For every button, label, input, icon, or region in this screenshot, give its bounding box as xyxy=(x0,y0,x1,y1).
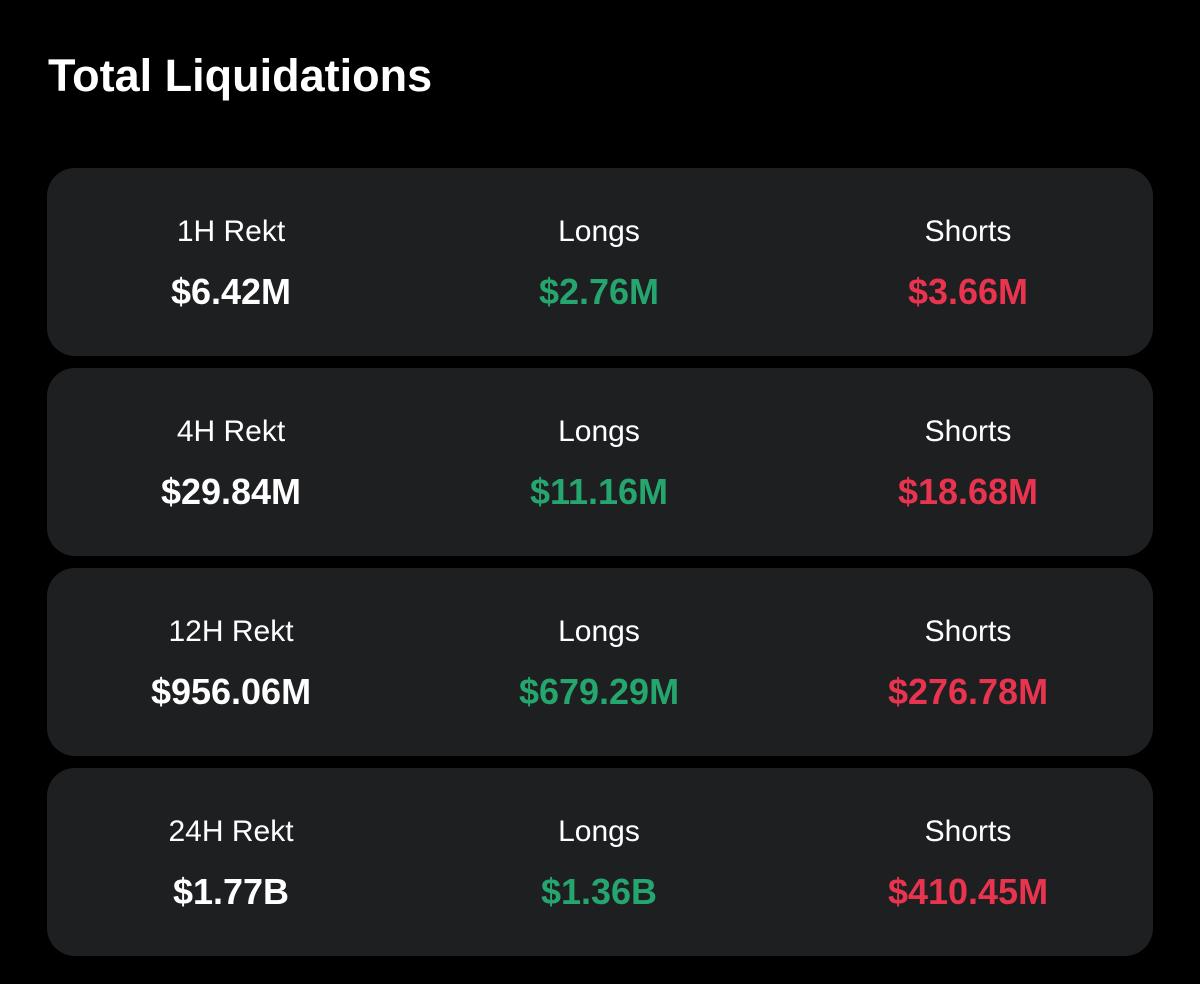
longs-column: Longs $11.16M xyxy=(415,368,783,556)
shorts-column: Shorts $276.78M xyxy=(783,568,1153,756)
longs-value: $2.76M xyxy=(538,271,660,312)
liquidation-cards: 1H Rekt $6.42M Longs $2.76M Shorts $3.66… xyxy=(47,168,1153,968)
shorts-label: Shorts xyxy=(924,415,1012,448)
shorts-column: Shorts $410.45M xyxy=(783,768,1153,956)
shorts-value: $18.68M xyxy=(897,471,1039,512)
longs-label: Longs xyxy=(558,415,640,448)
total-value: $6.42M xyxy=(170,271,292,312)
total-value: $1.77B xyxy=(172,871,290,912)
period-label: 24H Rekt xyxy=(168,815,294,848)
card-12h[interactable]: 12H Rekt $956.06M Longs $679.29M Shorts … xyxy=(47,568,1153,756)
period-label: 12H Rekt xyxy=(168,615,294,648)
card-1h[interactable]: 1H Rekt $6.42M Longs $2.76M Shorts $3.66… xyxy=(47,168,1153,356)
shorts-column: Shorts $3.66M xyxy=(783,168,1153,356)
period-label: 1H Rekt xyxy=(176,215,286,248)
total-column: 12H Rekt $956.06M xyxy=(47,568,415,756)
longs-value: $1.36B xyxy=(540,871,658,912)
longs-label: Longs xyxy=(558,815,640,848)
total-column: 4H Rekt $29.84M xyxy=(47,368,415,556)
shorts-label: Shorts xyxy=(924,615,1012,648)
longs-column: Longs $1.36B xyxy=(415,768,783,956)
page-title: Total Liquidations xyxy=(48,50,433,101)
total-column: 24H Rekt $1.77B xyxy=(47,768,415,956)
longs-column: Longs $679.29M xyxy=(415,568,783,756)
longs-value: $11.16M xyxy=(529,471,669,512)
shorts-column: Shorts $18.68M xyxy=(783,368,1153,556)
total-value: $29.84M xyxy=(160,471,302,512)
shorts-value: $410.45M xyxy=(887,871,1049,912)
longs-label: Longs xyxy=(558,215,640,248)
total-value: $956.06M xyxy=(150,671,312,712)
longs-label: Longs xyxy=(558,615,640,648)
total-column: 1H Rekt $6.42M xyxy=(47,168,415,356)
longs-column: Longs $2.76M xyxy=(415,168,783,356)
shorts-value: $276.78M xyxy=(887,671,1049,712)
shorts-label: Shorts xyxy=(924,215,1012,248)
longs-value: $679.29M xyxy=(518,671,680,712)
shorts-label: Shorts xyxy=(924,815,1012,848)
card-4h[interactable]: 4H Rekt $29.84M Longs $11.16M Shorts $18… xyxy=(47,368,1153,556)
period-label: 4H Rekt xyxy=(176,415,286,448)
shorts-value: $3.66M xyxy=(907,271,1029,312)
card-24h[interactable]: 24H Rekt $1.77B Longs $1.36B Shorts $410… xyxy=(47,768,1153,956)
